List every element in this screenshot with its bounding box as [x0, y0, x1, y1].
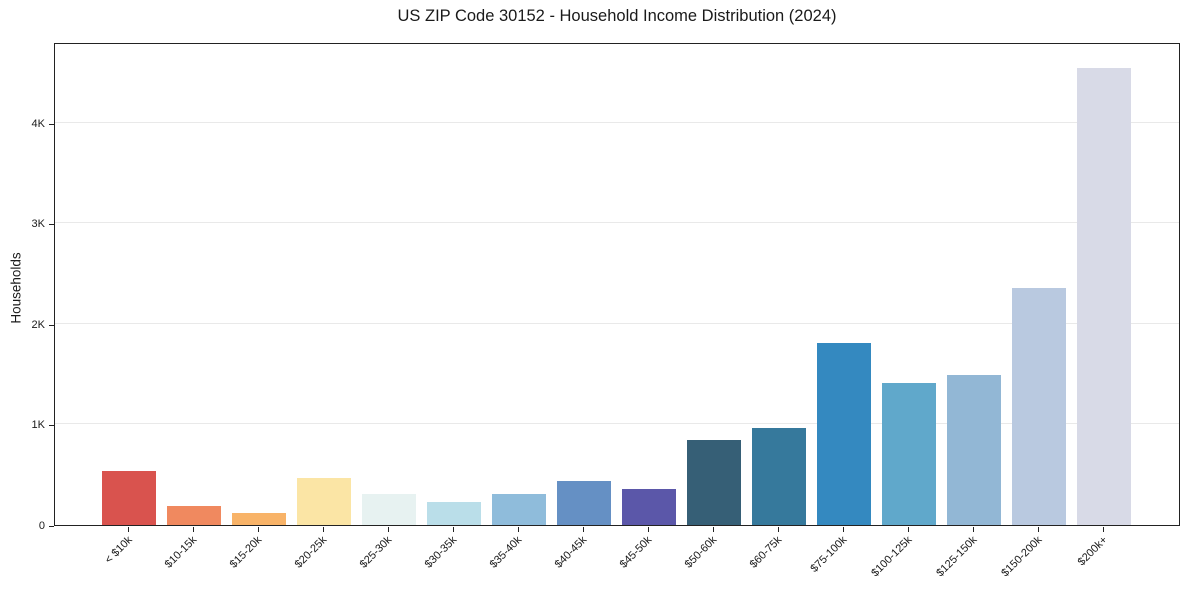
x-tick-label: $75-100k: [808, 534, 850, 575]
y-tick-label: 3K: [31, 218, 45, 231]
x-tick-label: $30-35k: [422, 534, 460, 571]
bar-150-200k: [1012, 287, 1066, 525]
bar-100-125k: [882, 383, 936, 525]
y-tick-mark: [49, 324, 54, 326]
x-tick-label: $15-20k: [227, 534, 265, 571]
x-tick-mark: [1038, 527, 1039, 532]
x-tick-mark: [713, 527, 714, 532]
x-tick-mark: [193, 527, 194, 532]
bar-25-30k: [362, 493, 416, 525]
y-tick-mark: [49, 526, 54, 527]
gridline: [55, 423, 1179, 425]
bar-15-20k: [232, 512, 286, 525]
x-tick-label: $25-30k: [357, 534, 395, 571]
x-tick-mark: [518, 527, 519, 532]
y-tick-label: 4K: [31, 117, 45, 130]
y-tick-label: 2K: [31, 318, 45, 331]
x-tick-label: $40-45k: [552, 534, 590, 571]
bar-40-45k: [557, 481, 611, 525]
x-tick-label: $20-25k: [292, 534, 330, 571]
x-tick-mark: [323, 527, 324, 532]
bar-125-150k: [947, 375, 1001, 525]
x-tick-mark: [843, 527, 844, 532]
x-tick-label: $10-15k: [162, 534, 200, 571]
y-axis-label: Households: [8, 252, 24, 324]
x-tick-label: $45-50k: [617, 534, 655, 571]
x-tick-label: $200k+: [1075, 534, 1110, 569]
x-tick-mark: [778, 527, 779, 532]
x-tick-mark: [648, 527, 649, 532]
y-tick-label: 0: [38, 520, 45, 532]
gridline: [55, 121, 1179, 123]
x-tick-mark: [1103, 527, 1104, 532]
x-tick-label: $150-200k: [999, 534, 1045, 580]
x-tick-mark: [128, 527, 129, 532]
bar-10k: [102, 470, 156, 525]
bar-75-100k: [817, 343, 871, 525]
x-tick-label: < $10k: [102, 534, 135, 567]
x-tick-mark: [388, 527, 389, 532]
bar-50-60k: [687, 439, 741, 525]
x-tick-label: $35-40k: [487, 534, 525, 571]
x-tick-mark: [583, 527, 584, 532]
bar-60-75k: [752, 428, 806, 525]
x-tick-mark: [258, 527, 259, 532]
y-tick-mark: [49, 224, 54, 226]
x-tick-label: $50-60k: [682, 534, 720, 571]
x-tick-label: $60-75k: [747, 534, 785, 571]
x-tick-mark: [453, 527, 454, 532]
bar-45-50k: [622, 489, 676, 525]
x-tick-mark: [908, 527, 909, 532]
chart-title: US ZIP Code 30152 - Household Income Dis…: [397, 7, 837, 25]
bar-200k: [1077, 67, 1131, 525]
bar-30-35k: [427, 501, 481, 525]
gridline: [55, 222, 1179, 224]
plot-area: [54, 43, 1180, 526]
gridline: [55, 322, 1179, 324]
bar-35-40k: [492, 493, 546, 525]
bar-10-15k: [167, 505, 221, 525]
bar-20-25k: [297, 478, 351, 525]
x-tick-label: $125-150k: [934, 534, 980, 580]
y-tick-mark: [49, 123, 54, 125]
x-tick-mark: [973, 527, 974, 532]
y-tick-mark: [49, 425, 54, 427]
x-tick-label: $100-125k: [869, 534, 915, 580]
y-tick-label: 1K: [31, 419, 45, 432]
